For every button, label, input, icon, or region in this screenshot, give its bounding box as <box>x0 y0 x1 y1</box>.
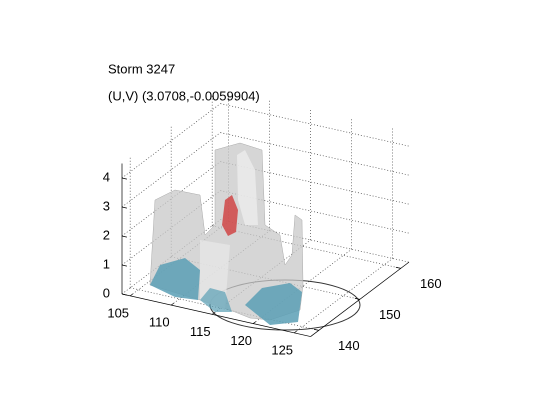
y-axis <box>310 261 410 337</box>
teal-surface <box>200 288 232 312</box>
grid-line <box>212 225 401 269</box>
x-tick-label: 120 <box>230 333 252 348</box>
y-tick-label: 140 <box>338 338 360 353</box>
grid-line <box>220 132 410 176</box>
y-tick <box>313 328 319 331</box>
x-axis <box>121 293 311 337</box>
y-tick <box>354 297 360 300</box>
z-tick-label: 1 <box>103 256 110 271</box>
x-tick-label: 110 <box>149 315 170 330</box>
grid-line <box>121 103 221 179</box>
teal-surface <box>150 258 200 300</box>
x-tick-label: 105 <box>107 305 129 320</box>
z-tick <box>121 206 127 209</box>
plot-title: Storm 3247 <box>108 61 175 76</box>
z-tick-label: 0 <box>103 285 110 300</box>
grid-line <box>220 103 410 147</box>
grid-line <box>252 248 352 324</box>
isosurfaces <box>149 142 361 331</box>
grid-line <box>220 219 410 263</box>
grid-line <box>121 161 221 237</box>
x-tick <box>252 321 256 324</box>
grid-line <box>220 190 410 234</box>
z-tick <box>121 264 127 267</box>
grid-line <box>121 190 221 266</box>
y-tick-label: 150 <box>379 307 401 322</box>
y-tick <box>395 266 401 269</box>
z-tick <box>121 235 127 238</box>
gray-highlight <box>237 150 258 225</box>
x-tick-label: 125 <box>271 342 293 357</box>
z-tick-label: 3 <box>103 198 110 213</box>
z-tick <box>121 177 127 180</box>
y-tick-label: 160 <box>420 276 442 291</box>
z-tick-label: 2 <box>103 227 110 242</box>
x-tick <box>170 302 174 306</box>
red-surface <box>222 195 238 236</box>
grid-line <box>293 258 393 334</box>
x-tick <box>211 312 215 315</box>
axes: 105 110 115 120 125 140 150 160 0 1 2 3 4 <box>103 163 442 357</box>
grid-line <box>121 132 221 208</box>
grid-line <box>220 161 410 205</box>
x-tick <box>129 293 133 297</box>
teal-surface <box>245 283 302 325</box>
z-tick-label: 4 <box>103 169 110 184</box>
x-tick-label: 115 <box>190 324 211 339</box>
plot-subtitle: (U,V) (3.0708,-0.0059904) <box>108 88 260 103</box>
x-tick <box>293 330 297 334</box>
